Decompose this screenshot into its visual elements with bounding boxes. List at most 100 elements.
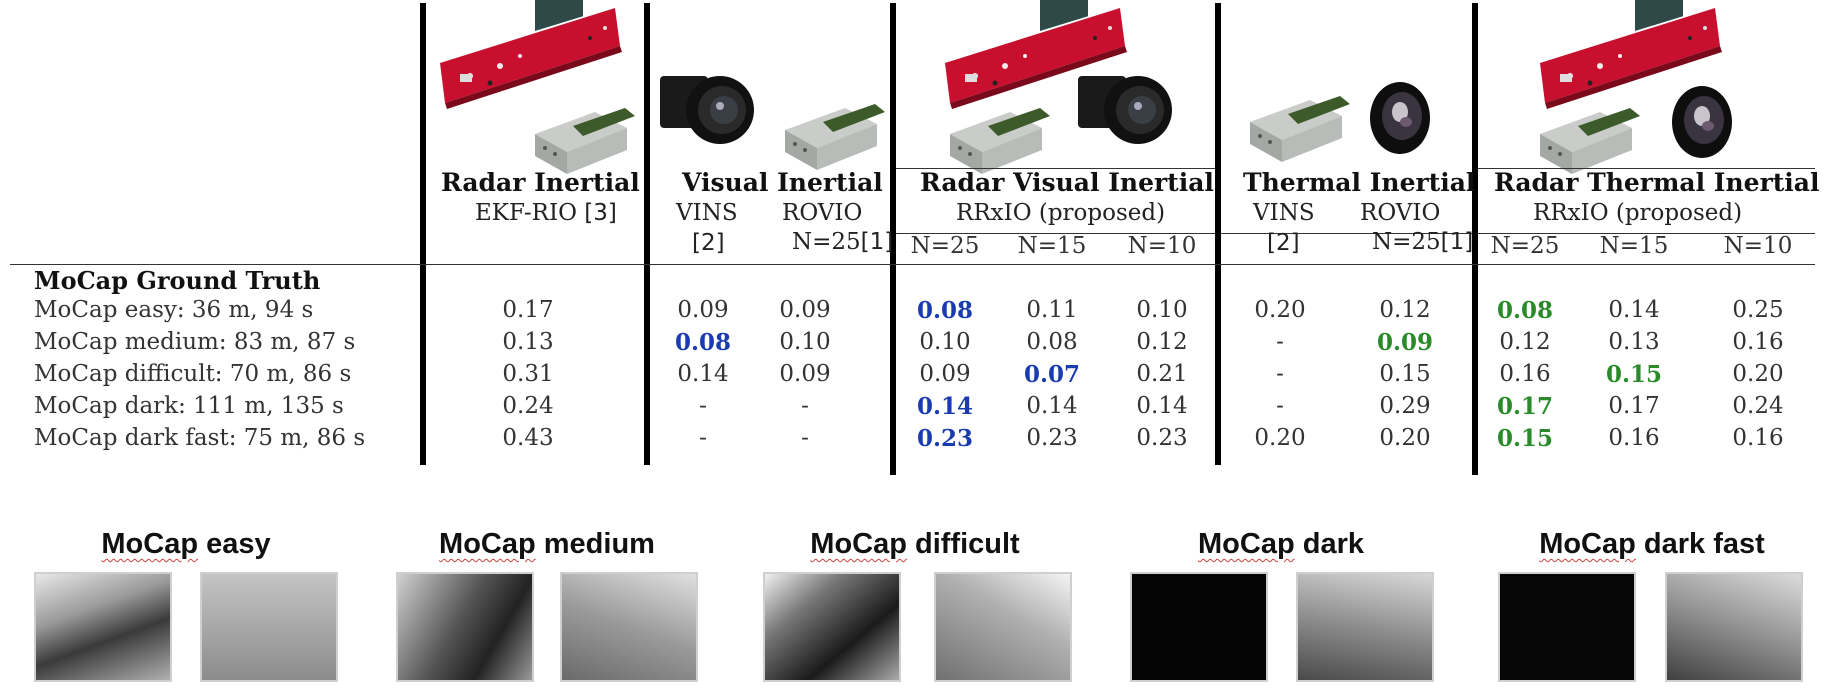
table-cell: 0.10 (779, 329, 831, 355)
table-cell: 0.25 (1732, 297, 1784, 323)
section-title: MoCap Ground Truth (34, 266, 321, 295)
divider-rti (1472, 3, 1478, 475)
imu-module-icon (1250, 96, 1350, 162)
table-cell: 0.15 (1496, 425, 1554, 452)
table-cell: 0.12 (1136, 329, 1188, 355)
visual-image-thumbnail (34, 572, 172, 682)
device-images (440, 0, 1732, 174)
divider-vi (644, 3, 650, 465)
table-cell: 0.17 (502, 297, 554, 323)
table-cell: 0.20 (1254, 425, 1306, 451)
header-rovio-thermal: ROVIO (1360, 200, 1441, 226)
table-cell: 0.14 (1608, 297, 1660, 323)
thermal-image-thumbnail (1665, 572, 1803, 682)
table-cell: - (699, 393, 707, 419)
row-label: MoCap dark: 111 m, 135 s (34, 393, 344, 419)
table-cell: - (1276, 361, 1284, 387)
table-cell: - (1276, 393, 1284, 419)
table-cell: 0.08 (1496, 297, 1554, 324)
table-cell: 0.24 (502, 393, 554, 419)
header-n: N=15 (1599, 233, 1669, 259)
image-set-title: MoCap easy (101, 528, 271, 560)
header-radar-inertial: Radar Inertial (441, 168, 640, 197)
image-set-title: MoCap medium (439, 528, 655, 560)
row-label: MoCap difficult: 70 m, 86 s (34, 361, 352, 387)
rule-header (10, 264, 1815, 265)
header-vins-ref: [2] (692, 230, 725, 256)
header-rrxio-thermal: RRxIO (proposed) (1533, 200, 1743, 226)
row-label: MoCap easy: 36 m, 94 s (34, 297, 314, 323)
rule-n-rvi (896, 233, 1215, 234)
image-set-title: MoCap dark fast (1539, 528, 1765, 560)
table-cell: 0.23 (1136, 425, 1188, 451)
table-cell: - (801, 393, 809, 419)
table-cell: 0.24 (1732, 393, 1784, 419)
visual-image-thumbnail (1130, 572, 1268, 682)
rule-n-rti (1478, 233, 1815, 234)
divider-rvi (890, 3, 896, 475)
image-set-title: MoCap dark (1198, 528, 1364, 560)
table-cell: 0.09 (779, 297, 831, 323)
row-label: MoCap medium: 83 m, 87 s (34, 329, 356, 355)
header-rovio: ROVIO (782, 200, 863, 226)
table-cell: 0.12 (1499, 329, 1551, 355)
imu-module-icon (950, 108, 1050, 174)
header-vins: VINS (676, 200, 738, 226)
visual-camera-icon (660, 76, 754, 144)
thermal-camera-icon (1370, 82, 1430, 154)
divider-rio (420, 3, 426, 465)
table-cell: 0.09 (779, 361, 831, 387)
table-cell: - (1276, 329, 1284, 355)
table-cell: 0.16 (1499, 361, 1551, 387)
table-cell: 0.08 (1026, 329, 1078, 355)
header-n: N=25 (1490, 233, 1560, 259)
table-cell: 0.09 (919, 361, 971, 387)
header-thermal-inertial: Thermal Inertial (1243, 168, 1476, 197)
header-ekf-rio: EKF-RIO [3] (475, 200, 617, 226)
header-n: N=10 (1127, 233, 1197, 259)
visual-image-thumbnail (763, 572, 901, 682)
table-cell: 0.16 (1732, 425, 1784, 451)
table-cell: 0.14 (1136, 393, 1188, 419)
table-cell: - (801, 425, 809, 451)
imu-module-icon (785, 104, 885, 170)
header-radar-visual-inertial: Radar Visual Inertial (920, 168, 1214, 197)
table-cell: 0.21 (1136, 361, 1188, 387)
header-radar-thermal-inertial: Radar Thermal Inertial (1494, 168, 1820, 197)
header-n: N=15 (1017, 233, 1087, 259)
table-cell: 0.23 (1026, 425, 1078, 451)
table-cell: 0.12 (1379, 297, 1431, 323)
table-cell: 0.07 (1023, 361, 1081, 388)
thermal-camera-icon (1672, 86, 1732, 158)
table-cell: - (699, 425, 707, 451)
header-rovio-n: N=25[1] (792, 229, 894, 255)
table-cell: 0.14 (916, 393, 974, 420)
table-cell: 0.10 (1136, 297, 1188, 323)
thermal-image-thumbnail (1296, 572, 1434, 682)
header-n: N=10 (1723, 233, 1793, 259)
table-cell: 0.13 (1608, 329, 1660, 355)
table-cell: 0.17 (1496, 393, 1554, 420)
table-cell: 0.16 (1608, 425, 1660, 451)
visual-image-thumbnail (396, 572, 534, 682)
table-cell: 0.15 (1379, 361, 1431, 387)
table-cell: 0.31 (502, 361, 554, 387)
table-cell: 0.17 (1608, 393, 1660, 419)
header-visual-inertial: Visual Inertial (682, 168, 883, 197)
table-cell: 0.11 (1026, 297, 1078, 323)
table-cell: 0.13 (502, 329, 554, 355)
table-cell: 0.15 (1605, 361, 1663, 388)
header-n: N=25 (910, 233, 980, 259)
header-vins-thermal: VINS (1253, 200, 1315, 226)
thermal-image-thumbnail (560, 572, 698, 682)
table-cell: 0.29 (1379, 393, 1431, 419)
table-cell: 0.20 (1379, 425, 1431, 451)
header-rovio-thermal-n: N=25[1] (1372, 229, 1474, 255)
table-cell: 0.14 (677, 361, 729, 387)
divider-ti (1215, 3, 1221, 465)
table-cell: 0.43 (502, 425, 554, 451)
table-cell: 0.08 (916, 297, 974, 324)
rule-top (896, 168, 1215, 169)
imu-module-icon (1540, 108, 1640, 174)
rule-top-rti (1478, 168, 1815, 169)
